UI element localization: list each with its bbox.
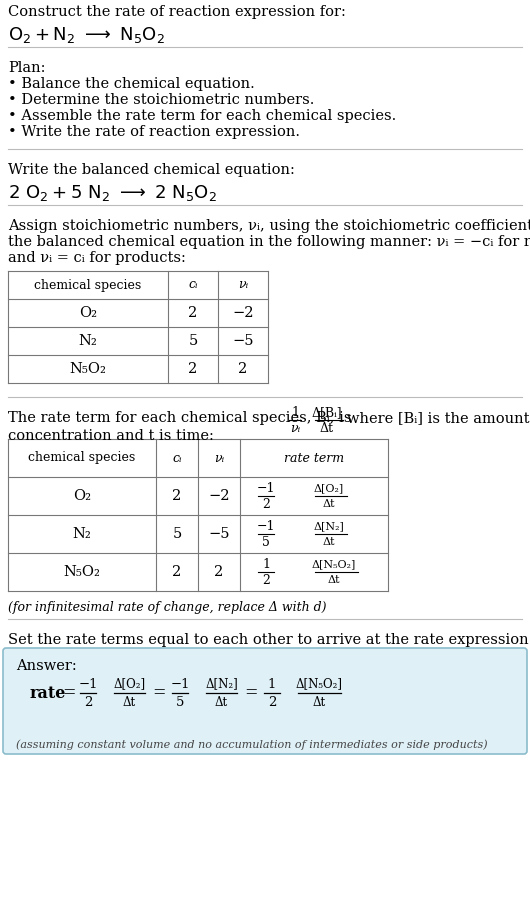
Text: (for infinitesimal rate of change, replace Δ with d): (for infinitesimal rate of change, repla… (8, 601, 326, 614)
Text: Δ[O₂]: Δ[O₂] (113, 678, 146, 691)
Text: (assuming constant volume and no accumulation of intermediates or side products): (assuming constant volume and no accumul… (16, 739, 488, 750)
Text: =: = (244, 684, 258, 702)
Text: Construct the rate of reaction expression for:: Construct the rate of reaction expressio… (8, 5, 346, 19)
Text: concentration and t is time:: concentration and t is time: (8, 429, 214, 443)
Text: 2: 2 (84, 695, 92, 709)
Text: 5: 5 (172, 527, 182, 541)
FancyBboxPatch shape (3, 648, 527, 754)
Text: 2: 2 (172, 489, 182, 503)
Text: $\mathrm{O_2 + N_2 \ \longrightarrow \ N_5O_2}$: $\mathrm{O_2 + N_2 \ \longrightarrow \ N… (8, 25, 165, 45)
Text: • Write the rate of reaction expression.: • Write the rate of reaction expression. (8, 125, 300, 139)
Text: =: = (62, 684, 75, 702)
Text: N₂: N₂ (78, 334, 98, 348)
Text: • Determine the stoichiometric numbers.: • Determine the stoichiometric numbers. (8, 93, 314, 107)
Text: νᵢ: νᵢ (290, 421, 300, 434)
Text: 2: 2 (262, 573, 270, 587)
Text: −5: −5 (208, 527, 229, 541)
Text: O₂: O₂ (79, 306, 97, 320)
Text: Write the balanced chemical equation:: Write the balanced chemical equation: (8, 163, 295, 177)
Text: Δ[N₂]: Δ[N₂] (205, 678, 238, 691)
Text: Δt: Δt (123, 695, 136, 709)
Text: N₅O₂: N₅O₂ (64, 565, 101, 579)
Text: The rate term for each chemical species, Bᵢ, is: The rate term for each chemical species,… (8, 411, 351, 425)
Text: N₂: N₂ (73, 527, 91, 541)
Text: rate: rate (30, 684, 66, 702)
Text: 2: 2 (268, 695, 276, 709)
Text: chemical species: chemical species (34, 278, 142, 291)
Text: Δ[N₅O₂]: Δ[N₅O₂] (312, 559, 357, 569)
Text: 5: 5 (176, 695, 184, 709)
Text: N₅O₂: N₅O₂ (69, 362, 107, 376)
Text: • Balance the chemical equation.: • Balance the chemical equation. (8, 77, 255, 91)
Text: Set the rate terms equal to each other to arrive at the rate expression:: Set the rate terms equal to each other t… (8, 633, 530, 647)
Text: O₂: O₂ (73, 489, 91, 503)
Text: 2: 2 (214, 565, 224, 579)
Text: =: = (152, 684, 165, 702)
Text: νᵢ: νᵢ (238, 278, 248, 291)
Text: Δ[N₅O₂]: Δ[N₅O₂] (296, 678, 343, 691)
Text: −1: −1 (257, 481, 275, 494)
Text: Plan:: Plan: (8, 61, 46, 75)
Text: Δ[N₂]: Δ[N₂] (313, 521, 344, 531)
Text: −1: −1 (257, 520, 275, 532)
Text: where [Bᵢ] is the amount: where [Bᵢ] is the amount (347, 411, 529, 425)
Text: • Assemble the rate term for each chemical species.: • Assemble the rate term for each chemic… (8, 109, 396, 123)
Text: 1: 1 (262, 558, 270, 571)
Text: 2: 2 (262, 498, 270, 511)
Text: 2: 2 (188, 306, 198, 320)
Text: Answer:: Answer: (16, 659, 77, 673)
Text: 5: 5 (188, 334, 198, 348)
Text: Δ[O₂]: Δ[O₂] (314, 483, 344, 493)
Text: Δt: Δt (328, 575, 340, 585)
Text: 1: 1 (291, 407, 299, 420)
Text: Δt: Δt (313, 695, 326, 709)
Text: and νᵢ = cᵢ for products:: and νᵢ = cᵢ for products: (8, 251, 186, 265)
Text: 1: 1 (268, 678, 276, 691)
Text: 2: 2 (188, 362, 198, 376)
Text: −1: −1 (78, 678, 98, 691)
Text: 2: 2 (172, 565, 182, 579)
Text: Δt: Δt (322, 537, 335, 547)
Text: Δ[Bᵢ]: Δ[Bᵢ] (312, 407, 342, 420)
Text: cᵢ: cᵢ (172, 451, 182, 464)
Text: Assign stoichiometric numbers, νᵢ, using the stoichiometric coefficients, cᵢ, fr: Assign stoichiometric numbers, νᵢ, using… (8, 219, 530, 233)
Text: Δt: Δt (215, 695, 228, 709)
Text: Δt: Δt (322, 499, 335, 509)
Text: 2: 2 (238, 362, 248, 376)
Text: chemical species: chemical species (29, 451, 136, 464)
Text: the balanced chemical equation in the following manner: νᵢ = −cᵢ for reactants: the balanced chemical equation in the fo… (8, 235, 530, 249)
Text: 5: 5 (262, 535, 270, 549)
Text: cᵢ: cᵢ (188, 278, 198, 291)
Text: Δt: Δt (320, 421, 334, 434)
Text: rate term: rate term (284, 451, 344, 464)
Text: −1: −1 (170, 678, 190, 691)
Text: νᵢ: νᵢ (214, 451, 224, 464)
Text: $\mathrm{2\ O_2 + 5\ N_2 \ \longrightarrow \ 2\ N_5O_2}$: $\mathrm{2\ O_2 + 5\ N_2 \ \longrightarr… (8, 183, 217, 203)
Text: −5: −5 (232, 334, 254, 348)
Text: −2: −2 (232, 306, 254, 320)
Text: −2: −2 (208, 489, 229, 503)
